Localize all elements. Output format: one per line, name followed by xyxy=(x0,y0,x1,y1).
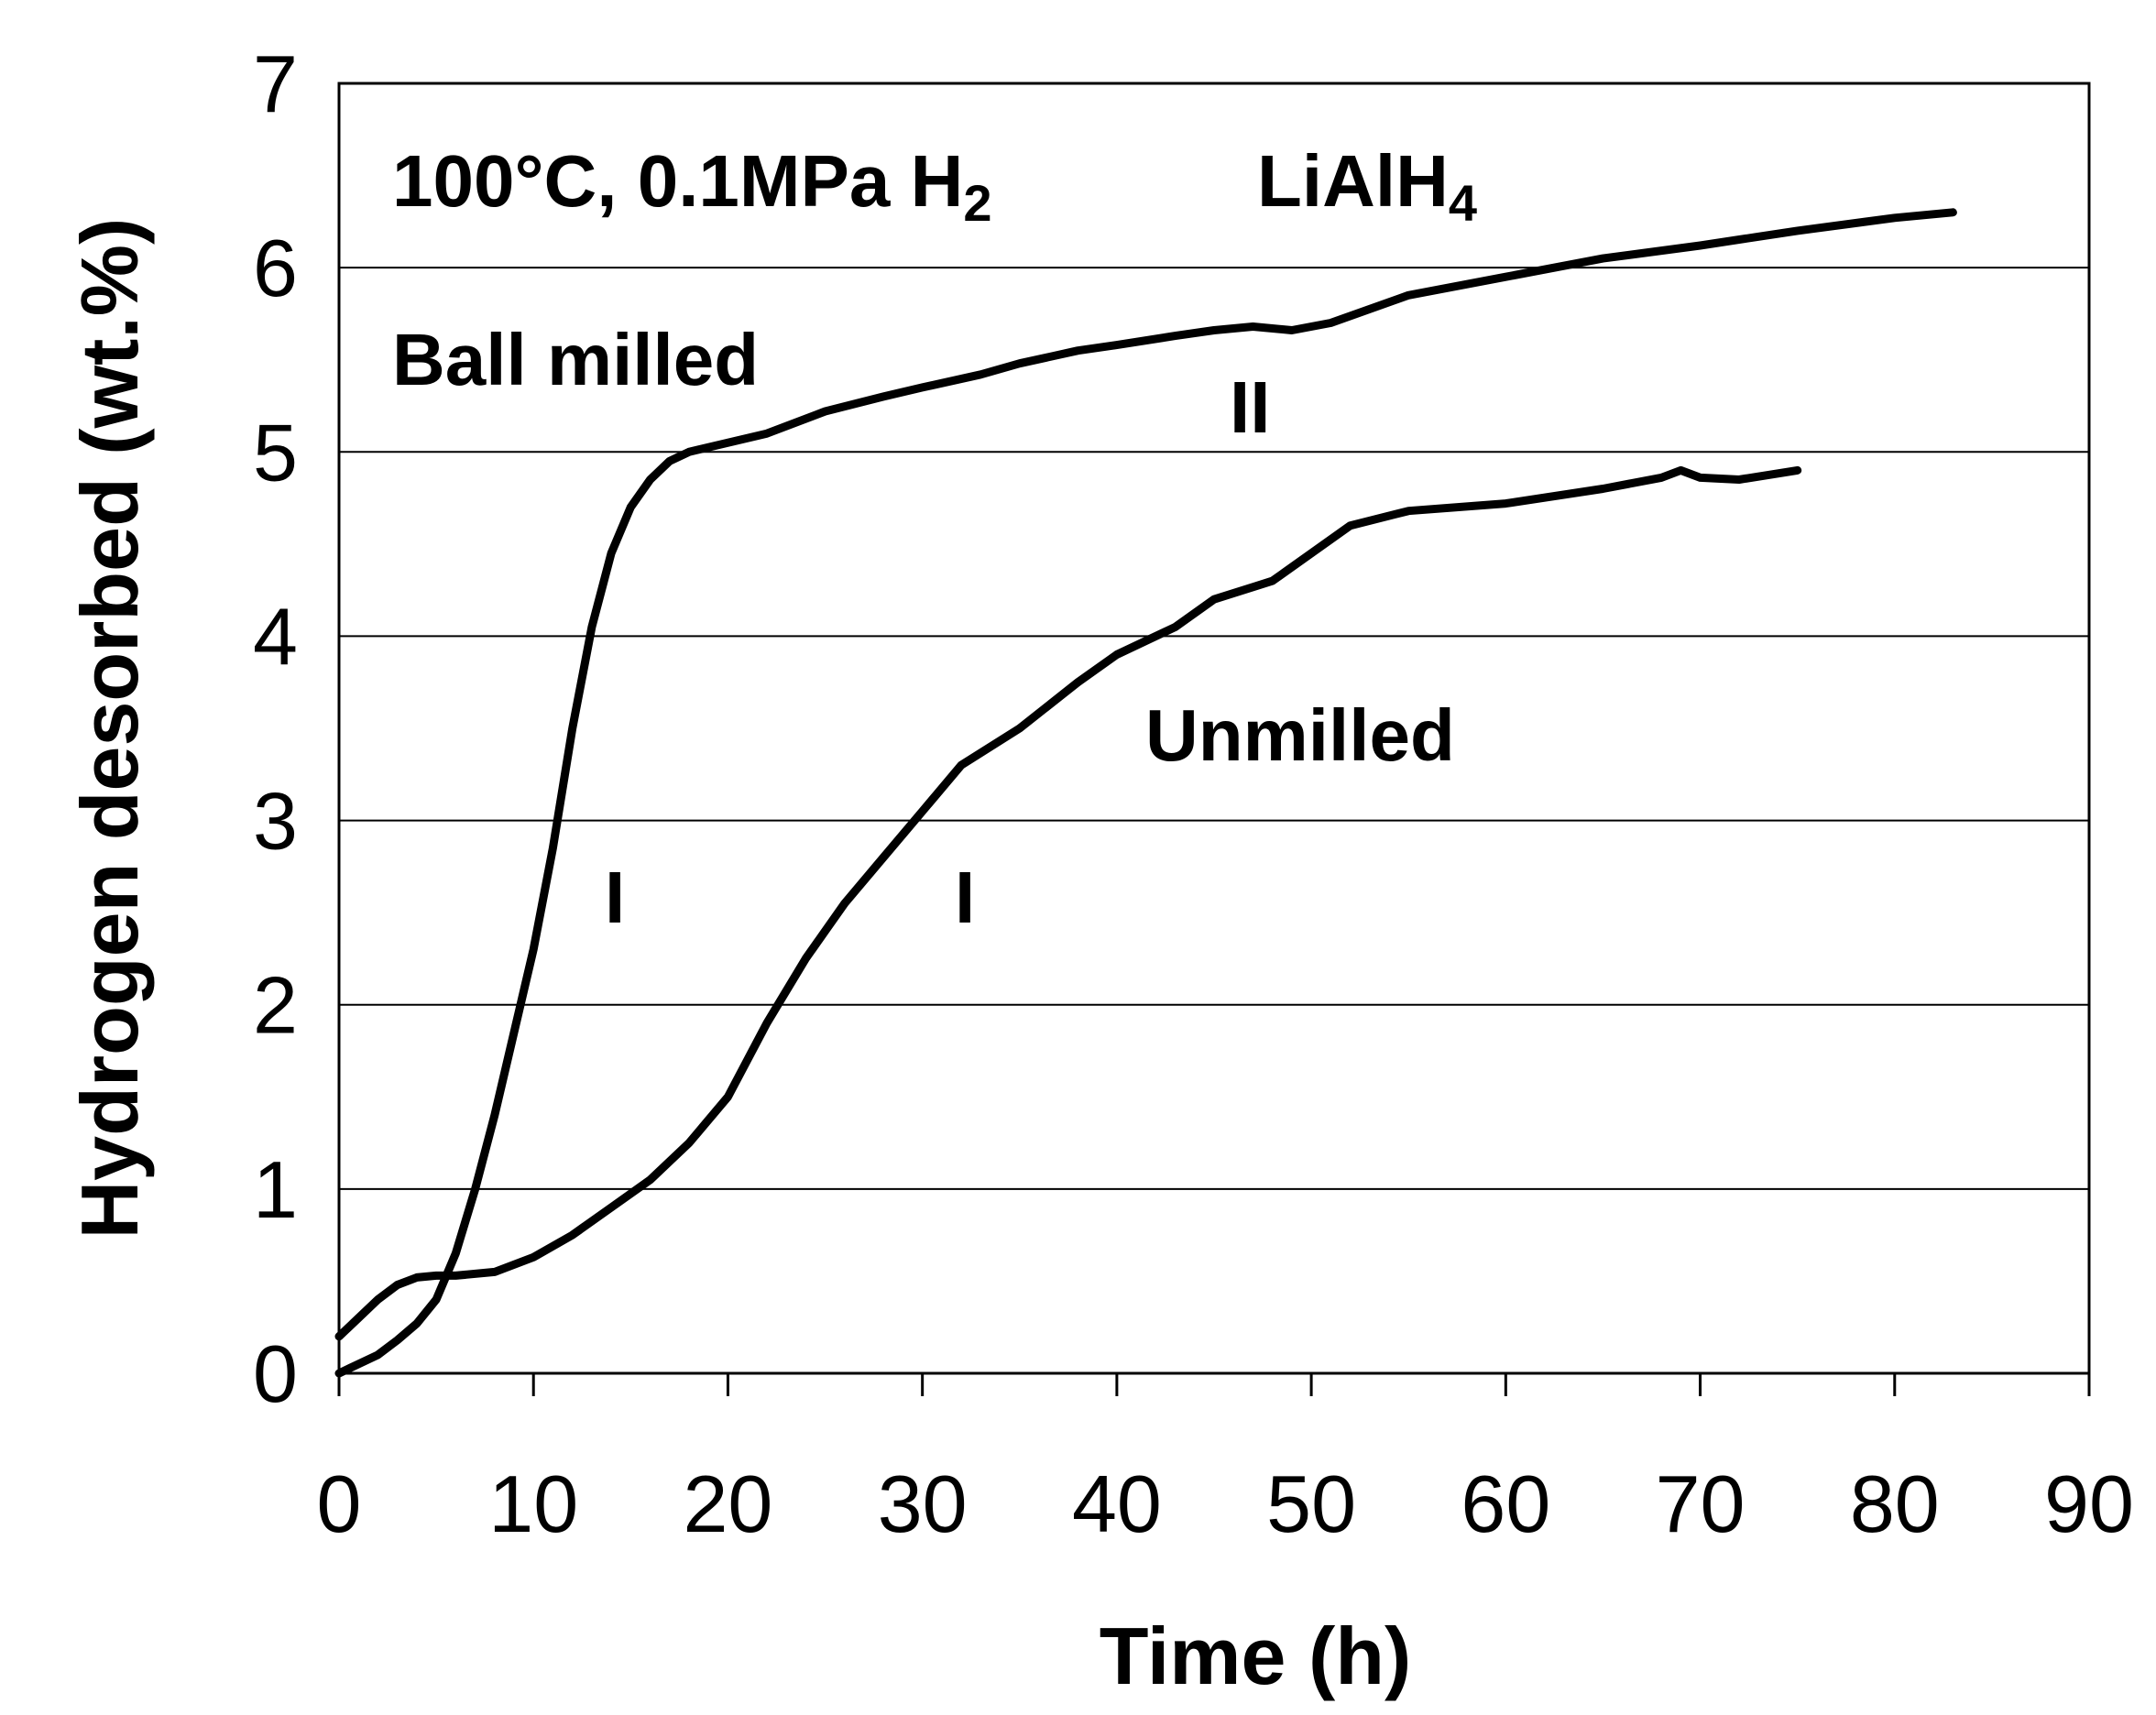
y-tick-label-5: 5 xyxy=(253,407,298,497)
y-tick-label-1: 1 xyxy=(253,1144,298,1235)
ball-milled-label: Ball milled xyxy=(392,319,759,400)
y-tick-label-7: 7 xyxy=(253,38,298,129)
series-line-ball-milled xyxy=(334,208,1957,1378)
compound-label: LiAlH4 xyxy=(1257,140,1477,232)
x-tick-label-0: 0 xyxy=(317,1458,362,1549)
condition-label: 100°C, 0.1MPa H2 xyxy=(392,140,992,232)
unmilled-label: Unmilled xyxy=(1145,694,1455,776)
x-tick-label-80: 80 xyxy=(1850,1458,1940,1549)
y-axis-title: Hydrogen desorbed (wt.%) xyxy=(64,218,155,1240)
series-layer xyxy=(334,208,1957,1378)
x-tick-label-30: 30 xyxy=(878,1458,968,1549)
x-tick-label-50: 50 xyxy=(1266,1458,1356,1549)
x-tick-label-20: 20 xyxy=(683,1458,772,1549)
compound-label-subscript: 4 xyxy=(1449,174,1477,232)
gridlines xyxy=(339,267,2089,1190)
y-tick-label-6: 6 xyxy=(253,223,298,313)
compound-label-main: LiAlH xyxy=(1257,140,1449,222)
x-tick-label-40: 40 xyxy=(1072,1458,1162,1549)
x-tick-label-60: 60 xyxy=(1461,1458,1550,1549)
plot-frame xyxy=(337,82,2091,1375)
y-tick-label-0: 0 xyxy=(253,1328,298,1419)
stage-I-unmilled-label: I xyxy=(955,857,975,938)
stage-II-label: II xyxy=(1230,366,1270,448)
condition-label-main: 100°C, 0.1MPa H xyxy=(392,140,963,222)
stage-I-ball-milled-label: I xyxy=(605,857,625,938)
y-tick-label-3: 3 xyxy=(253,776,298,867)
x-axis-title: Time (h) xyxy=(1100,1611,1412,1701)
series-line-unmilled xyxy=(334,465,1802,1341)
y-tick-label-2: 2 xyxy=(253,960,298,1051)
x-tick-label-10: 10 xyxy=(488,1458,578,1549)
x-tick-label-70: 70 xyxy=(1656,1458,1746,1549)
x-tick-label-90: 90 xyxy=(2044,1458,2134,1549)
y-ticks: 0 1 2 3 4 5 6 7 xyxy=(253,38,298,1419)
condition-label-subscript: 2 xyxy=(963,174,991,232)
y-tick-label-4: 4 xyxy=(253,591,298,682)
x-ticks: 0 10 20 30 40 50 60 70 80 90 xyxy=(317,1373,2134,1549)
